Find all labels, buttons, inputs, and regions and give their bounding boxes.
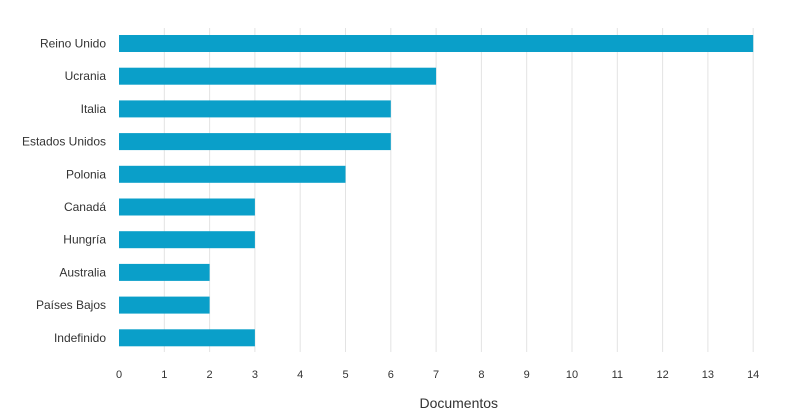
- category-label-reino-unido: Reino Unido: [40, 37, 106, 51]
- x-tick-5: 5: [342, 369, 348, 381]
- category-label-estados-unidos: Estados Unidos: [22, 135, 106, 149]
- bar-australia: [119, 263, 210, 281]
- bar-hungria: [119, 231, 255, 249]
- bar-indefinido: [119, 329, 255, 347]
- x-tick-2: 2: [207, 369, 213, 381]
- bar-ucrania: [119, 67, 437, 85]
- category-label-indefinido: Indefinido: [54, 331, 106, 345]
- category-label-canada: Canadá: [64, 200, 106, 214]
- x-tick-12: 12: [656, 369, 668, 381]
- bar-canada: [119, 198, 255, 216]
- x-tick-13: 13: [702, 369, 714, 381]
- bars: [119, 35, 754, 347]
- category-label-australia: Australia: [59, 265, 106, 279]
- x-tick-0: 0: [116, 369, 122, 381]
- bar-polonia: [119, 165, 346, 183]
- x-tick-6: 6: [388, 369, 394, 381]
- x-tick-9: 9: [524, 369, 530, 381]
- x-tick-14: 14: [747, 369, 759, 381]
- x-tick-8: 8: [478, 369, 484, 381]
- x-tick-1: 1: [161, 369, 167, 381]
- x-tick-labels: 0123456789101112131415: [116, 369, 793, 381]
- category-label-polonia: Polonia: [66, 167, 106, 181]
- category-label-ucrania: Ucrania: [65, 69, 107, 83]
- x-tick-7: 7: [433, 369, 439, 381]
- x-axis-title: Documentos: [419, 395, 498, 411]
- category-label-paises-bajos: Países Bajos: [36, 298, 106, 312]
- category-label-italia: Italia: [81, 102, 107, 116]
- x-tick-3: 3: [252, 369, 258, 381]
- category-labels: Reino Unido Ucrania Italia Estados Unidos Po…: [22, 37, 106, 345]
- x-tick-4: 4: [297, 369, 303, 381]
- category-label-hungria: Hungría: [63, 233, 106, 247]
- bar-estados-unidos: [119, 133, 391, 151]
- bar-italia: [119, 100, 391, 118]
- bar-paises-bajos: [119, 296, 210, 314]
- x-tick-11: 11: [612, 369, 623, 381]
- x-tick-10: 10: [566, 369, 578, 381]
- bar-reino-unido: [119, 35, 754, 52]
